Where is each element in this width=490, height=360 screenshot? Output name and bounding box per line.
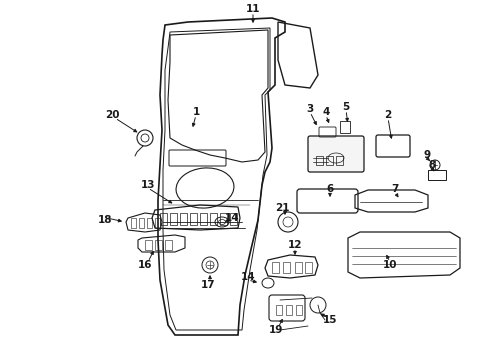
Bar (145, 240, 152, 250)
Bar (326, 156, 333, 165)
Text: 9: 9 (423, 150, 431, 160)
Text: 13: 13 (141, 180, 155, 190)
Bar (220, 213, 227, 225)
Text: 14: 14 (241, 272, 255, 282)
Text: 7: 7 (392, 184, 399, 194)
Bar (296, 305, 302, 315)
Text: 11: 11 (246, 4, 260, 14)
Bar (305, 262, 312, 273)
Bar (428, 170, 446, 180)
Text: 3: 3 (306, 104, 314, 114)
Text: 17: 17 (201, 280, 215, 290)
Bar (283, 262, 290, 273)
Text: 10: 10 (383, 260, 397, 270)
Bar (336, 156, 343, 165)
Text: 1: 1 (193, 107, 199, 117)
Text: 18: 18 (98, 215, 112, 225)
Bar (147, 218, 152, 228)
Text: 19: 19 (269, 325, 283, 335)
Bar (131, 218, 136, 228)
Text: 21: 21 (275, 203, 289, 213)
Bar (295, 262, 302, 273)
Bar (272, 262, 279, 273)
Bar (230, 213, 237, 225)
Bar (340, 121, 350, 133)
Text: 2: 2 (384, 110, 392, 120)
Text: 15: 15 (323, 315, 337, 325)
Text: 12: 12 (288, 240, 302, 250)
Bar (276, 305, 282, 315)
Text: 4: 4 (322, 107, 330, 117)
Text: 20: 20 (105, 110, 119, 120)
Text: 8: 8 (428, 160, 436, 170)
Bar (286, 305, 292, 315)
Text: 16: 16 (138, 260, 152, 270)
Bar (170, 213, 177, 225)
Text: 14: 14 (225, 213, 239, 223)
Bar (200, 213, 207, 225)
Text: 6: 6 (326, 184, 334, 194)
Bar (155, 240, 162, 250)
FancyBboxPatch shape (308, 136, 364, 172)
Bar (165, 240, 172, 250)
Bar (139, 218, 144, 228)
Bar (180, 213, 187, 225)
Bar (190, 213, 197, 225)
Bar (316, 156, 323, 165)
Bar (160, 213, 167, 225)
Bar (210, 213, 217, 225)
Text: 5: 5 (343, 102, 350, 112)
Bar (155, 218, 160, 228)
